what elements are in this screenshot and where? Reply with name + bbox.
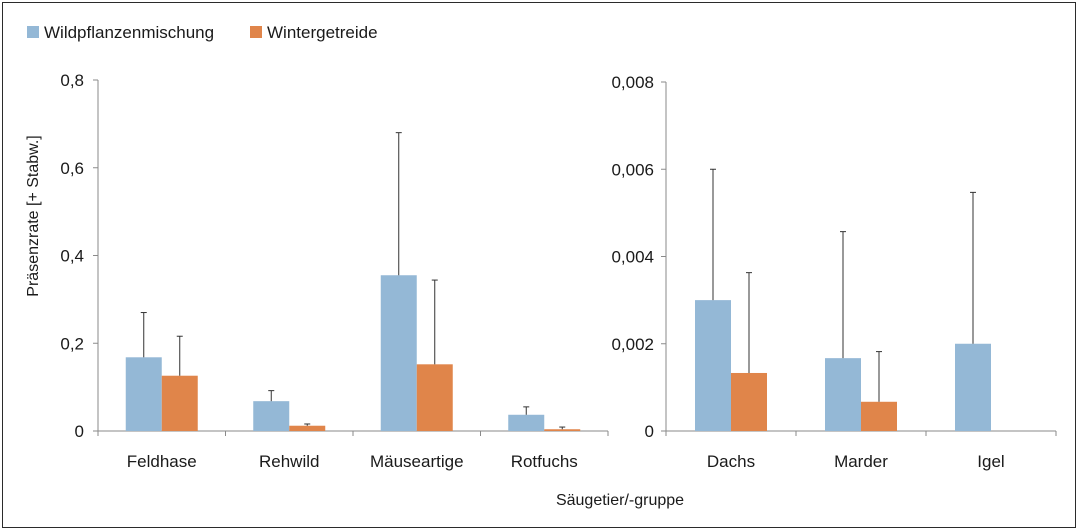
legend: Wildpflanzenmischung Wintergetreide: [27, 23, 378, 42]
category-label-rehwild: Rehwild: [259, 452, 319, 471]
bar-mäuseartige-wildpflanzenmischung: [380, 275, 417, 431]
legend-label-wildpflanzenmischung: Wildpflanzenmischung: [44, 23, 214, 42]
bar-dachs-wintergetreide: [731, 372, 767, 431]
bar-marder-wildpflanzenmischung: [825, 358, 861, 431]
category-label-dachs: Dachs: [707, 452, 755, 471]
bar-dachs-wildpflanzenmischung: [695, 300, 731, 431]
bar-rehwild-wildpflanzenmischung: [253, 401, 290, 431]
y-tick-label: 0,8: [60, 71, 84, 90]
category-label-marder: Marder: [834, 452, 888, 471]
y-axis-label: Präsenzrate [+ Stabw.]: [25, 135, 42, 296]
bar-marder-wintergetreide: [861, 401, 897, 431]
bar-rehwild-wintergetreide: [289, 425, 326, 431]
y-tick-label: 0,002: [611, 335, 654, 354]
bar-igel-wildpflanzenmischung: [955, 343, 991, 431]
y-tick-label: 0,6: [60, 159, 84, 178]
x-axis-label: Säugetier/-gruppe: [556, 492, 684, 509]
bar-rotfuchs-wintergetreide: [544, 429, 581, 431]
y-tick-label: 0,4: [60, 247, 84, 266]
y-tick-label: 0: [645, 422, 654, 441]
category-label-feldhase: Feldhase: [127, 452, 197, 471]
y-tick-label: 0: [75, 422, 84, 441]
category-label-mäuseartige: Mäuseartige: [370, 452, 464, 471]
y-tick-label: 0,004: [611, 248, 654, 267]
chart-marks: 0 0,2 0,4 0,6 0,8 Feldhase Rehwild Mäuseartige R…: [60, 71, 1057, 471]
category-label-igel: Igel: [977, 452, 1004, 471]
bar-mäuseartige-wintergetreide: [416, 364, 453, 431]
legend-swatch-wildpflanzenmischung: [27, 26, 39, 38]
y-tick-label: 0,008: [611, 73, 654, 92]
bar-feldhase-wintergetreide: [161, 375, 198, 431]
legend-swatch-wintergetreide: [250, 26, 262, 38]
bar-rotfuchs-wildpflanzenmischung: [508, 414, 545, 431]
y-tick-label: 0,2: [60, 334, 84, 353]
bar-feldhase-wildpflanzenmischung: [125, 357, 162, 431]
y-tick-label: 0,006: [611, 160, 654, 179]
category-label-rotfuchs: Rotfuchs: [511, 452, 578, 471]
legend-label-wintergetreide: Wintergetreide: [267, 23, 378, 42]
